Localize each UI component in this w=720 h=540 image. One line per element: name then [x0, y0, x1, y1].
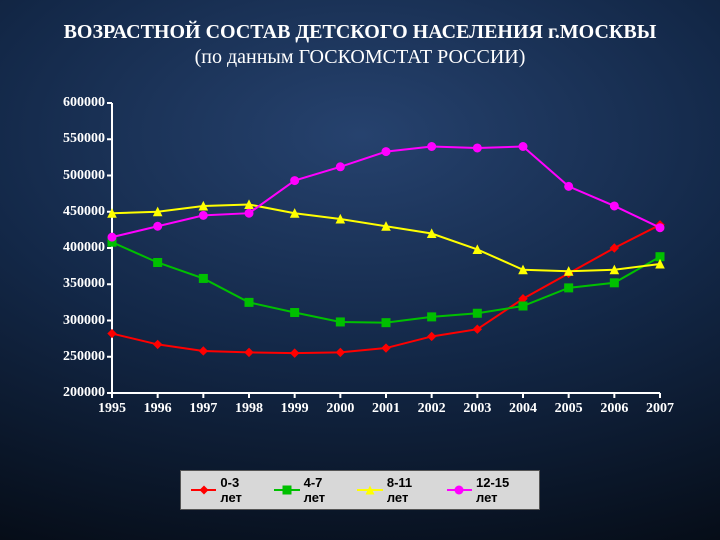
- legend-label: 12-15 лет: [476, 475, 529, 505]
- x-axis-tick-label: 2002: [418, 401, 446, 417]
- y-axis-tick-label: 200000: [50, 385, 105, 401]
- series-marker: [291, 177, 299, 185]
- series-marker: [199, 347, 207, 355]
- x-axis-tick-label: 1998: [235, 401, 263, 417]
- y-axis-tick-label: 400000: [50, 240, 105, 256]
- series-marker: [428, 332, 436, 340]
- x-axis-tick-label: 2004: [509, 401, 537, 417]
- series-marker: [245, 348, 253, 356]
- line-chart: 200000 250000 300000 350000 400000 450000 5000…: [50, 95, 670, 425]
- series-marker: [428, 143, 436, 151]
- series-marker: [565, 182, 573, 190]
- x-axis-tick-label: 2001: [372, 401, 400, 417]
- series-marker: [656, 224, 664, 232]
- series-marker: [336, 163, 344, 171]
- series-marker: [291, 309, 299, 317]
- series-marker: [154, 222, 162, 230]
- x-axis-tick-label: 2003: [463, 401, 491, 417]
- series-marker: [245, 298, 253, 306]
- series-marker: [336, 318, 344, 326]
- series-line: [112, 242, 660, 322]
- series-marker: [473, 309, 481, 317]
- x-axis-tick-label: 2005: [555, 401, 583, 417]
- x-axis-tick-label: 1996: [144, 401, 172, 417]
- x-axis-tick-label: 2007: [646, 401, 674, 417]
- y-axis-tick-label: 600000: [50, 95, 105, 111]
- series-marker: [382, 319, 390, 327]
- legend-item: 0-3 лет: [191, 475, 260, 505]
- title-line-2: (по данным ГОСКОМСТАТ РОССИИ): [195, 46, 526, 68]
- series-line: [112, 205, 660, 272]
- x-axis-tick-label: 2000: [326, 401, 354, 417]
- series-marker: [473, 144, 481, 152]
- series-marker: [565, 284, 573, 292]
- series-line: [112, 225, 660, 353]
- slide-root: ВОЗРАСТНОЙ СОСТАВ ДЕТСКОГО НАСЕЛЕНИЯ г.М…: [0, 0, 720, 540]
- x-axis-tick-label: 2006: [600, 401, 628, 417]
- legend-item: 8-11 лет: [357, 475, 432, 505]
- series-marker: [154, 259, 162, 267]
- title-line-1: ВОЗРАСТНОЙ СОСТАВ ДЕТСКОГО НАСЕЛЕНИЯ г.М…: [64, 21, 657, 43]
- series-marker: [610, 202, 618, 210]
- series-marker: [199, 274, 207, 282]
- legend-sample-icon: [191, 483, 216, 497]
- series-marker: [428, 313, 436, 321]
- series-marker: [610, 244, 618, 252]
- series-marker: [291, 349, 299, 357]
- series-marker: [519, 143, 527, 151]
- series-marker: [108, 233, 116, 241]
- x-axis-tick-label: 1999: [281, 401, 309, 417]
- y-axis-tick-label: 500000: [50, 168, 105, 184]
- series-marker: [336, 348, 344, 356]
- legend-label: 8-11 лет: [387, 475, 433, 505]
- legend-sample-icon: [357, 483, 382, 497]
- series-marker: [154, 340, 162, 348]
- series-marker: [382, 148, 390, 156]
- legend-sample-icon: [274, 483, 299, 497]
- y-axis-tick-label: 350000: [50, 276, 105, 292]
- y-axis-tick-label: 550000: [50, 131, 105, 147]
- legend-item: 12-15 лет: [447, 475, 529, 505]
- x-axis-tick-label: 1997: [189, 401, 217, 417]
- legend-item: 4-7 лет: [274, 475, 343, 505]
- legend-label: 0-3 лет: [220, 475, 260, 505]
- chart-title: ВОЗРАСТНОЙ СОСТАВ ДЕТСКОГО НАСЕЛЕНИЯ г.М…: [0, 20, 720, 70]
- y-axis-tick-label: 450000: [50, 204, 105, 220]
- series-marker: [382, 344, 390, 352]
- y-axis-tick-label: 250000: [50, 349, 105, 365]
- series-marker: [108, 330, 116, 338]
- series-marker: [519, 302, 527, 310]
- series-marker: [199, 211, 207, 219]
- y-axis-tick-label: 300000: [50, 313, 105, 329]
- chart-svg: [50, 95, 670, 425]
- chart-legend: 0-3 лет 4-7 лет 8-11 лет 12-15 лет: [180, 470, 540, 510]
- series-marker: [610, 279, 618, 287]
- legend-label: 4-7 лет: [304, 475, 344, 505]
- legend-sample-icon: [447, 483, 472, 497]
- series-marker: [245, 209, 253, 217]
- x-axis-tick-label: 1995: [98, 401, 126, 417]
